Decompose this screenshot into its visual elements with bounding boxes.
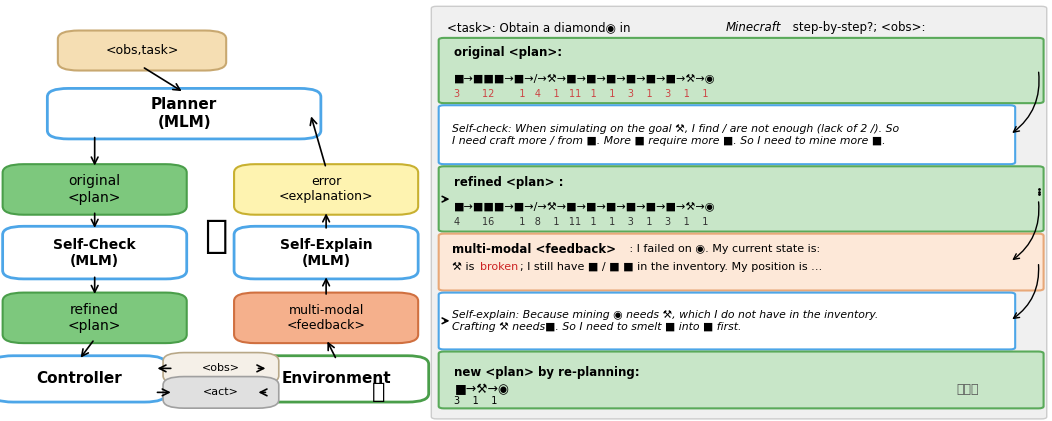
FancyBboxPatch shape — [58, 31, 226, 71]
Text: Self-explain: Because mining ◉ needs ⚒, which I do not have in the inventory.
Cr: Self-explain: Because mining ◉ needs ⚒, … — [452, 310, 878, 332]
Text: <obs>: <obs> — [202, 363, 240, 373]
Text: 4       16        1   8    1   11   1    1    3    1    3    1    1: 4 16 1 8 1 11 1 1 3 1 3 1 1 — [454, 217, 709, 227]
FancyBboxPatch shape — [439, 234, 1044, 290]
Text: 🌍: 🌍 — [372, 381, 385, 402]
Text: step-by-step?; <obs>:: step-by-step?; <obs>: — [789, 21, 926, 34]
Text: refined <plan> :: refined <plan> : — [454, 176, 564, 189]
Text: refined
<plan>: refined <plan> — [68, 303, 121, 333]
Text: 3    1    1: 3 1 1 — [454, 396, 498, 406]
FancyBboxPatch shape — [2, 293, 187, 343]
Text: Self-Check
(MLM): Self-Check (MLM) — [54, 237, 136, 268]
Text: ⚒ is: ⚒ is — [452, 262, 479, 272]
FancyBboxPatch shape — [431, 6, 1047, 419]
FancyBboxPatch shape — [439, 293, 1015, 349]
Text: <task>: Obtain a diamond◉ in: <task>: Obtain a diamond◉ in — [447, 21, 634, 34]
Text: ■→■■■→■→/→⚒→■→■→■→■→■→■→⚒→◉: ■→■■■→■→/→⚒→■→■→■→■→■→■→⚒→◉ — [454, 73, 716, 83]
Text: Environment: Environment — [282, 371, 391, 386]
Text: ■→⚒→◉: ■→⚒→◉ — [454, 383, 509, 396]
FancyBboxPatch shape — [439, 352, 1044, 408]
FancyBboxPatch shape — [439, 105, 1015, 164]
Text: ; I still have ■ / ■ ■ in the inventory. My position is …: ; I still have ■ / ■ ■ in the inventory.… — [520, 262, 822, 272]
Text: new <plan> by re-planning:: new <plan> by re-planning: — [454, 366, 640, 379]
Text: <obs,task>: <obs,task> — [105, 44, 179, 57]
FancyBboxPatch shape — [439, 166, 1044, 232]
FancyBboxPatch shape — [234, 293, 418, 343]
Text: Minecraft: Minecraft — [726, 21, 782, 34]
Text: <act>: <act> — [203, 387, 239, 397]
Text: Controller: Controller — [36, 371, 122, 386]
Text: error
<explanation>: error <explanation> — [279, 176, 373, 203]
Text: 🧑: 🧑 — [204, 217, 227, 255]
Text: original <plan>:: original <plan>: — [454, 46, 563, 59]
Text: ■→■■■→■→/→⚒→■→■→■→■→■→■→⚒→◉: ■→■■■→■→/→⚒→■→■→■→■→■→■→⚒→◉ — [454, 201, 716, 211]
FancyBboxPatch shape — [2, 164, 187, 215]
Text: multi-modal <feedback>: multi-modal <feedback> — [452, 243, 616, 256]
FancyBboxPatch shape — [163, 353, 279, 384]
Text: Self-Explain
(MLM): Self-Explain (MLM) — [280, 237, 372, 268]
Text: multi-modal
<feedback>: multi-modal <feedback> — [287, 304, 365, 332]
Text: : I failed on ◉. My current state is:: : I failed on ◉. My current state is: — [626, 244, 821, 254]
Text: broken: broken — [480, 262, 518, 272]
Text: original
<plan>: original <plan> — [68, 174, 121, 205]
FancyBboxPatch shape — [163, 376, 279, 408]
FancyBboxPatch shape — [2, 226, 187, 279]
FancyBboxPatch shape — [234, 164, 418, 215]
Text: Self-check: When simulating on the goal ⚒, I find / are not enough (lack of 2 /): Self-check: When simulating on the goal … — [452, 124, 899, 146]
FancyBboxPatch shape — [47, 88, 321, 139]
Text: 3       12        1   4    1   11   1    1    3    1    3    1    1: 3 12 1 4 1 11 1 1 3 1 3 1 1 — [454, 89, 709, 99]
FancyBboxPatch shape — [0, 356, 165, 402]
FancyBboxPatch shape — [439, 38, 1044, 103]
Text: 新智元: 新智元 — [956, 383, 979, 396]
FancyBboxPatch shape — [234, 226, 418, 279]
Text: Planner
(MLM): Planner (MLM) — [151, 98, 217, 130]
FancyBboxPatch shape — [244, 356, 429, 402]
